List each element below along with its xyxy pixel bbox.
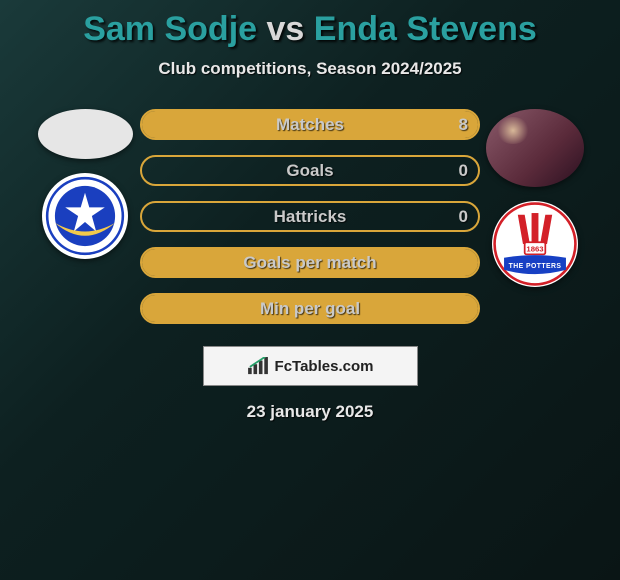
- title-part-right: Enda Stevens: [314, 10, 537, 48]
- title-part-left: Sam Sodje: [83, 10, 257, 48]
- bar-label: Matches: [276, 115, 344, 135]
- bar-row: Min per goal: [140, 293, 480, 324]
- page-title: Sam Sodje vs Enda Stevens: [0, 0, 620, 49]
- comparison-content: Matches 8 Goals 0 Hattricks 0 Goals per match M…: [0, 109, 620, 324]
- bar-value-right: 0: [459, 161, 468, 181]
- bar-label: Goals: [286, 161, 333, 181]
- right-column: 1863 THE POTTERS: [480, 109, 590, 287]
- club-left-badge: [42, 173, 128, 259]
- bar-label: Min per goal: [260, 299, 360, 319]
- portsmouth-badge-icon: [42, 173, 128, 259]
- title-part-vs: vs: [257, 10, 314, 48]
- bar-chart-icon: [247, 357, 269, 375]
- subtitle: Club competitions, Season 2024/2025: [0, 59, 620, 79]
- left-column: [30, 109, 140, 259]
- svg-text:THE POTTERS: THE POTTERS: [509, 263, 562, 270]
- bar-row: Goals 0: [140, 155, 480, 186]
- bar-label: Hattricks: [274, 207, 347, 227]
- svg-text:1863: 1863: [526, 245, 544, 254]
- bar-label: Goals per match: [243, 253, 376, 273]
- bar-row: Matches 8: [140, 109, 480, 140]
- bar-value-right: 8: [459, 115, 468, 135]
- bar-value-right: 0: [459, 207, 468, 227]
- stoke-badge-icon: 1863 THE POTTERS: [492, 201, 578, 287]
- player-right-photo: [486, 109, 584, 187]
- bars-container: Matches 8 Goals 0 Hattricks 0 Goals per match M…: [140, 109, 480, 324]
- brand-box[interactable]: FcTables.com: [203, 346, 418, 386]
- player-left-photo: [38, 109, 133, 159]
- club-right-badge: 1863 THE POTTERS: [492, 201, 578, 287]
- bar-row: Goals per match: [140, 247, 480, 278]
- brand-label: FcTables.com: [275, 358, 374, 375]
- date-label: 23 january 2025: [0, 402, 620, 422]
- bar-row: Hattricks 0: [140, 201, 480, 232]
